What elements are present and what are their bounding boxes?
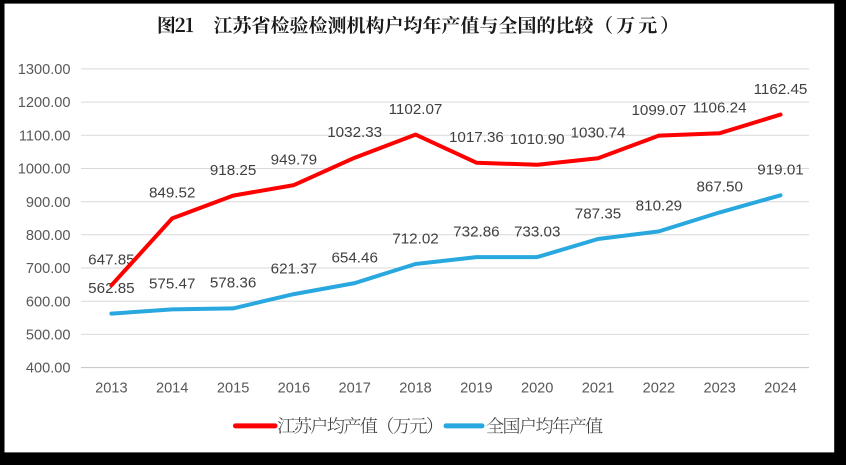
svg-text:1000.00: 1000.00 bbox=[18, 162, 71, 178]
svg-text:712.02: 712.02 bbox=[392, 230, 438, 247]
svg-text:1010.90: 1010.90 bbox=[510, 131, 565, 148]
svg-text:621.37: 621.37 bbox=[271, 260, 317, 277]
svg-text:2020: 2020 bbox=[521, 381, 553, 397]
svg-text:1032.33: 1032.33 bbox=[327, 124, 382, 141]
svg-text:2018: 2018 bbox=[399, 381, 431, 397]
svg-text:700.00: 700.00 bbox=[26, 261, 71, 277]
svg-text:810.29: 810.29 bbox=[636, 198, 682, 215]
svg-text:900.00: 900.00 bbox=[26, 195, 71, 211]
svg-text:733.03: 733.03 bbox=[514, 223, 560, 240]
svg-text:1102.07: 1102.07 bbox=[389, 101, 443, 118]
svg-text:2017: 2017 bbox=[338, 381, 370, 397]
svg-text:1099.07: 1099.07 bbox=[631, 102, 686, 119]
svg-text:919.01: 919.01 bbox=[757, 162, 803, 179]
svg-text:1030.74: 1030.74 bbox=[571, 125, 626, 142]
svg-text:500.00: 500.00 bbox=[26, 328, 71, 344]
svg-text:787.35: 787.35 bbox=[575, 205, 621, 222]
svg-text:2024: 2024 bbox=[764, 381, 796, 397]
svg-text:2021: 2021 bbox=[582, 381, 614, 397]
svg-text:1106.24: 1106.24 bbox=[693, 100, 747, 117]
svg-text:949.79: 949.79 bbox=[271, 151, 317, 168]
svg-text:1100.00: 1100.00 bbox=[19, 128, 71, 144]
svg-text:1017.36: 1017.36 bbox=[449, 129, 504, 146]
svg-text:654.46: 654.46 bbox=[331, 249, 377, 266]
svg-text:647.85: 647.85 bbox=[88, 252, 134, 269]
svg-text:2013: 2013 bbox=[95, 381, 127, 397]
svg-text:732.86: 732.86 bbox=[453, 223, 499, 240]
svg-text:2015: 2015 bbox=[217, 381, 249, 397]
svg-text:562.85: 562.85 bbox=[88, 280, 134, 297]
svg-text:600.00: 600.00 bbox=[26, 294, 71, 310]
svg-text:918.25: 918.25 bbox=[210, 162, 256, 179]
svg-text:867.50: 867.50 bbox=[696, 179, 742, 196]
svg-text:1300.00: 1300.00 bbox=[18, 62, 71, 78]
svg-text:2023: 2023 bbox=[703, 381, 735, 397]
svg-text:578.36: 578.36 bbox=[210, 275, 256, 292]
svg-text:400.00: 400.00 bbox=[26, 361, 71, 377]
svg-text:1162.45: 1162.45 bbox=[754, 81, 808, 98]
svg-text:1200.00: 1200.00 bbox=[18, 95, 71, 111]
svg-text:2022: 2022 bbox=[643, 381, 675, 397]
svg-text:575.47: 575.47 bbox=[149, 276, 195, 293]
svg-text:849.52: 849.52 bbox=[149, 185, 195, 202]
svg-text:2019: 2019 bbox=[460, 381, 492, 397]
svg-text:800.00: 800.00 bbox=[26, 228, 71, 244]
svg-text:2016: 2016 bbox=[278, 381, 310, 397]
svg-text:2014: 2014 bbox=[156, 381, 188, 397]
